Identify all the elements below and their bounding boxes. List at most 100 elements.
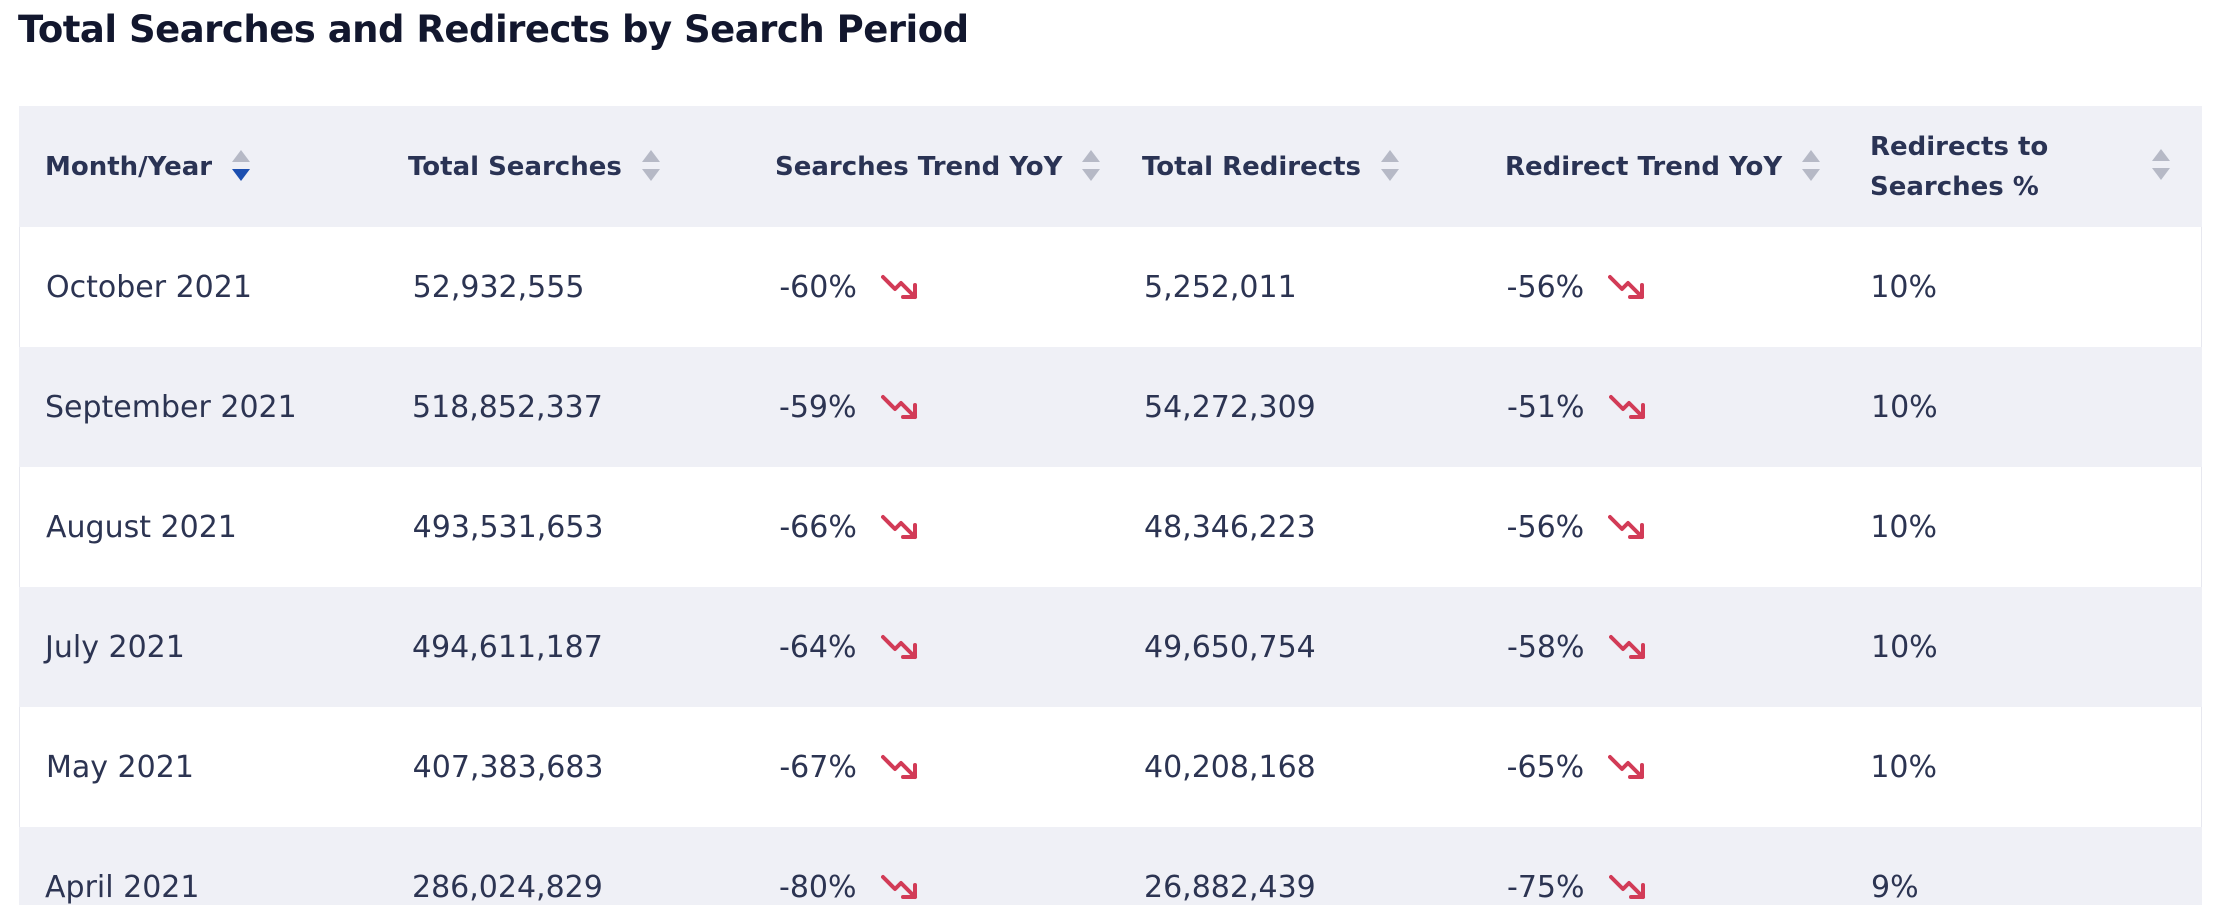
column-label: Month/Year [45,151,213,182]
trend-down-icon [880,755,917,779]
redirect-trend-text: -56% [1506,269,1585,305]
trend-down-icon [1608,875,1645,899]
sort-icon[interactable] [230,147,252,187]
column-header-searches-trend[interactable]: Searches Trend YoY [745,106,1108,227]
redirect-trend-text: -51% [1507,389,1585,425]
ratio-cell: 10% [1834,390,2202,425]
column-label: Total Searches [408,151,622,182]
searches-cell: 52,932,555 [383,270,746,305]
column-label: Redirect Trend YoY [1505,151,1783,182]
searches-cell: 286,024,829 [382,870,745,905]
redirects-text: 49,650,754 [1144,629,1316,665]
trend-down-icon [1608,635,1645,659]
trend-down-icon [880,275,917,299]
searches-trend-cell: -59% [745,390,1108,425]
ratio-cell: 10% [1834,630,2202,665]
column-label: Total Redirects [1142,151,1362,182]
redirects-cell: 26,882,439 [1108,870,1471,905]
trend-down-icon [1608,515,1645,539]
month-cell: April 2021 [19,870,382,905]
table-row: September 2021 518,852,337 -59% 54,272,3… [19,347,2202,467]
column-header-total-searches[interactable]: Total Searches [382,106,745,227]
table-row: July 2021 494,611,187 -64% 49,650,754 -5… [19,587,2202,707]
month-text: September 2021 [45,389,297,425]
searches-trend-text: -64% [779,629,857,665]
redirects-cell: 48,346,223 [1108,510,1471,545]
ratio-text: 10% [1870,509,1938,545]
redirect-trend-cell: -58% [1471,630,1834,665]
ratio-text: 10% [1870,269,1938,305]
trend-down-icon [1608,395,1645,419]
redirect-trend-cell: -56% [1471,510,1834,545]
sort-icon[interactable] [2150,146,2172,186]
ratio-text: 10% [1871,389,1938,425]
month-text: July 2021 [45,629,185,665]
ratio-cell: 10% [1833,510,2201,545]
month-text: October 2021 [46,269,252,305]
searches-trend-text: -66% [779,509,857,545]
month-text: April 2021 [45,869,200,905]
searches-trend-text: -60% [779,269,857,305]
month-text: August 2021 [46,509,237,545]
sort-icon[interactable] [1800,147,1822,187]
redirects-text: 5,252,011 [1144,269,1297,305]
searches-trend-cell: -64% [745,630,1108,665]
sort-icon[interactable] [1379,147,1401,187]
ratio-cell: 10% [1833,750,2201,785]
searches-trend-cell: -66% [745,510,1108,545]
sort-icon[interactable] [640,147,662,187]
redirect-trend-text: -56% [1506,509,1585,545]
redirect-trend-cell: -75% [1471,870,1834,905]
searches-trend-text: -80% [779,869,857,905]
sort-icon[interactable] [1080,147,1102,187]
redirect-trend-text: -75% [1507,869,1585,905]
ratio-cell: 9% [1834,870,2202,905]
searches-text: 494,611,187 [412,629,603,665]
searches-cell: 407,383,683 [383,750,746,785]
redirects-cell: 5,252,011 [1108,270,1471,305]
redirect-trend-text: -58% [1507,629,1585,665]
table-header: Month/Year Total Searches Searches Trend… [19,106,2202,227]
redirect-trend-cell: -65% [1471,750,1834,785]
month-cell: May 2021 [20,750,383,785]
ratio-cell: 10% [1833,270,2201,305]
searches-cell: 518,852,337 [382,390,745,425]
searches-text: 493,531,653 [412,509,604,545]
redirects-text: 26,882,439 [1144,869,1316,905]
searches-text: 286,024,829 [412,869,603,905]
table-row: May 2021 407,383,683 -67% 40,208,168 -65… [19,707,2202,827]
month-cell: September 2021 [19,390,382,425]
month-text: May 2021 [46,749,194,785]
month-cell: October 2021 [20,270,383,305]
searches-trend-text: -67% [779,749,857,785]
month-cell: July 2021 [19,630,382,665]
ratio-text: 10% [1870,749,1938,785]
trend-down-icon [880,875,917,899]
redirects-cell: 40,208,168 [1108,750,1471,785]
trend-down-icon [880,515,917,539]
table-body: October 2021 52,932,555 -60% 5,252,011 -… [19,227,2202,905]
searches-text: 518,852,337 [412,389,603,425]
ratio-text: 9% [1871,869,1919,905]
table-row: April 2021 286,024,829 -80% 26,882,439 -… [19,827,2202,905]
data-table: Month/Year Total Searches Searches Trend… [19,106,2202,905]
trend-down-icon [880,635,917,659]
column-header-total-redirects[interactable]: Total Redirects [1108,106,1471,227]
searches-text: 407,383,683 [412,749,604,785]
column-header-redirect-trend[interactable]: Redirect Trend YoY [1471,106,1834,227]
month-cell: August 2021 [20,510,383,545]
redirects-text: 48,346,223 [1144,509,1316,545]
trend-down-icon [880,395,917,419]
column-label: Searches Trend YoY [775,151,1063,182]
redirect-trend-cell: -56% [1471,270,1834,305]
redirect-trend-text: -65% [1506,749,1585,785]
searches-trend-text: -59% [779,389,857,425]
searches-trend-cell: -80% [745,870,1108,905]
redirects-cell: 49,650,754 [1108,630,1471,665]
redirects-text: 40,208,168 [1144,749,1316,785]
ratio-text: 10% [1871,629,1938,665]
column-header-redirects-ratio[interactable]: Redirects to Searches % [1834,106,2202,227]
column-header-month-year[interactable]: Month/Year [19,106,382,227]
trend-down-icon [1608,275,1645,299]
searches-cell: 494,611,187 [382,630,745,665]
